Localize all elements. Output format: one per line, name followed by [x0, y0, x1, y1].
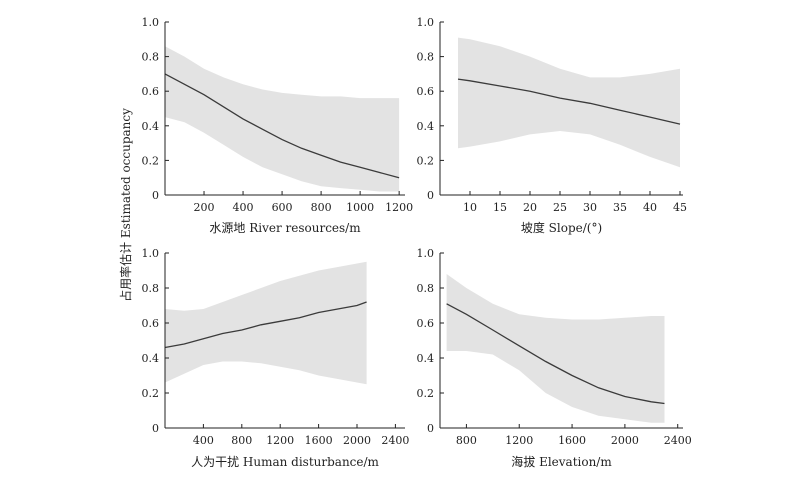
- x-tick-label: 15: [493, 201, 507, 214]
- y-tick-label: 0.2: [142, 154, 160, 167]
- confidence-band: [458, 37, 680, 168]
- confidence-band: [446, 274, 665, 423]
- y-tick-label: 0.2: [142, 387, 160, 400]
- y-tick-label: 0.8: [142, 282, 160, 295]
- y-tick-label: 0: [152, 189, 159, 202]
- x-tick-label: 1200: [385, 201, 413, 214]
- x-tick-label: 1600: [558, 434, 586, 447]
- x-axis-title: 水源地 River resources/m: [209, 221, 361, 235]
- x-tick-label: 10: [463, 201, 477, 214]
- y-tick-label: 0.4: [417, 120, 435, 133]
- x-tick-label: 400: [233, 201, 254, 214]
- x-tick-label: 45: [673, 201, 687, 214]
- chart-panel: 0 0.2 0.4 0.6 0.8 1.0 400 800 1200 1600 2000 2400人为…: [142, 247, 410, 469]
- x-tick-label: 2000: [611, 434, 639, 447]
- y-tick-label: 0: [427, 189, 434, 202]
- y-tick-label: 0: [427, 422, 434, 435]
- y-tick-label: 0.4: [142, 120, 160, 133]
- x-tick-label: 35: [613, 201, 627, 214]
- y-tick-label: 1.0: [417, 247, 435, 260]
- x-tick-label: 20: [523, 201, 537, 214]
- estimate-line: [457, 78, 681, 125]
- x-tick-label: 1000: [346, 201, 374, 214]
- x-tick-label: 2400: [664, 434, 692, 447]
- x-axis-title: 坡度 Slope/(°): [521, 220, 602, 235]
- x-tick-label: 30: [583, 201, 597, 214]
- x-tick-label: 600: [272, 201, 293, 214]
- shared-y-axis-label: 占用率估计 Estimated occupancy: [118, 108, 133, 302]
- y-tick-label: 0.6: [417, 317, 435, 330]
- x-tick-label: 1600: [305, 434, 333, 447]
- chart-panel: 0 0.2 0.4 0.6 0.8 1.0 800 1200 1600 2000 2400 海拔 El…: [417, 247, 692, 469]
- x-tick-label: 400: [193, 434, 214, 447]
- y-tick-label: 0.8: [142, 51, 160, 64]
- y-tick-label: 1.0: [142, 16, 160, 29]
- estimate-line: [164, 301, 367, 349]
- x-tick-label: 800: [231, 434, 252, 447]
- y-tick-label: 0.8: [417, 51, 435, 64]
- y-tick-label: 0.4: [417, 352, 435, 365]
- y-tick-label: 0.2: [417, 387, 435, 400]
- x-tick-label: 40: [643, 201, 657, 214]
- y-tick-label: 1.0: [417, 16, 435, 29]
- y-tick-label: 0.6: [142, 317, 160, 330]
- x-axis-title: 海拔 Elevation/m: [511, 454, 612, 469]
- x-tick-label: 800: [311, 201, 332, 214]
- x-tick-label: 2400: [381, 434, 409, 447]
- x-tick-label: 25: [553, 201, 567, 214]
- confidence-band: [165, 261, 367, 385]
- y-tick-label: 0.6: [142, 85, 160, 98]
- x-axis-title: 人为干扰 Human disturbance/m: [191, 455, 379, 469]
- estimate-line: [164, 73, 400, 179]
- y-tick-label: 0.6: [417, 85, 435, 98]
- x-tick-label: 2000: [343, 434, 371, 447]
- y-tick-label: 1.0: [142, 247, 160, 260]
- chart-panel: 0 0.2 0.4 0.6 0.8 1.0 200 400 600 800 1000 1200 水源地 …: [142, 16, 414, 235]
- confidence-band: [165, 46, 400, 192]
- x-tick-label: 200: [194, 201, 215, 214]
- chart-panel: 0 0.2 0.4 0.6 0.8 1.0 10 15 20 25 30 35 40 45 坡度 Slope…: [417, 16, 688, 235]
- y-tick-label: 0.2: [417, 154, 435, 167]
- y-tick-label: 0.8: [417, 282, 435, 295]
- y-tick-label: 0.4: [142, 352, 160, 365]
- x-tick-label: 1200: [505, 434, 533, 447]
- estimate-line: [446, 303, 665, 405]
- x-tick-label: 1200: [266, 434, 294, 447]
- y-tick-label: 0: [152, 422, 159, 435]
- x-tick-label: 800: [456, 434, 477, 447]
